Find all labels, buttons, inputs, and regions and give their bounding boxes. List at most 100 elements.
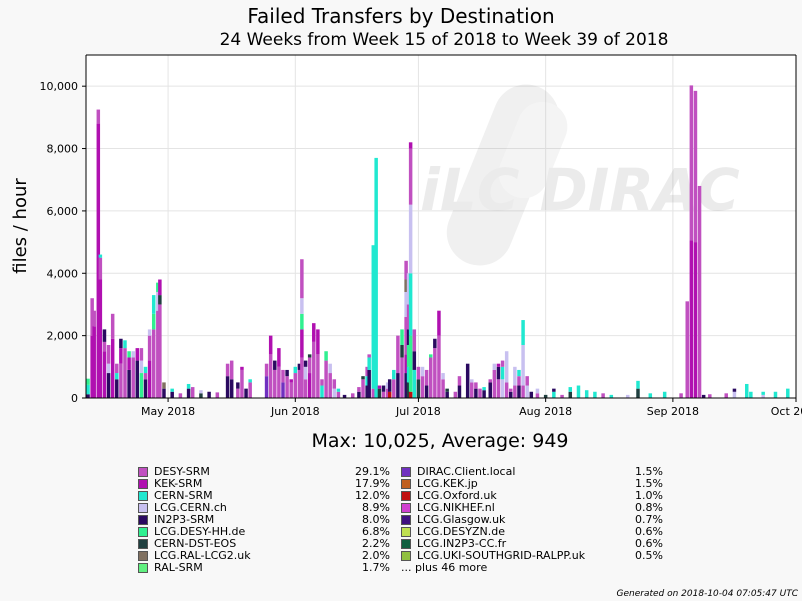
bar-segment <box>277 348 281 367</box>
bar-segment <box>312 341 316 398</box>
bar-segment <box>488 379 492 383</box>
bar-segment <box>492 369 497 398</box>
bar-segment <box>357 391 361 398</box>
bar-segment <box>453 391 458 398</box>
bar-segment <box>396 373 400 398</box>
legend-item: LCG.DESY-HH.de 6.8% <box>138 526 390 538</box>
legend-percent: 1.5% <box>635 465 663 478</box>
bar-segment <box>199 393 203 398</box>
bar-segment <box>312 323 316 342</box>
bar-segment <box>437 310 441 336</box>
bar-segment <box>332 388 337 398</box>
bar-segment <box>156 282 160 292</box>
bar-segment <box>424 369 429 386</box>
bar-segment <box>406 329 411 345</box>
bar-segment <box>457 376 462 386</box>
bar-segment <box>470 382 474 398</box>
bar-segment <box>377 388 382 398</box>
legend-item: LCG.CERN.ch 8.9% <box>138 502 390 514</box>
bar-segment <box>115 373 119 380</box>
bar-segment <box>529 391 534 398</box>
bar-segment <box>371 388 376 398</box>
bar-segment <box>285 369 289 377</box>
bar-segment <box>300 313 304 330</box>
legend-label: LCG.RAL-LCG2.uk <box>154 549 251 562</box>
bar-segment <box>123 340 127 349</box>
bar-segment <box>433 338 437 349</box>
bar-segment <box>336 391 341 398</box>
bar-segment <box>457 385 462 398</box>
bar-segment <box>521 320 525 345</box>
bar-segment <box>170 391 174 398</box>
bar-segment <box>229 379 234 398</box>
bar-segment <box>761 394 765 398</box>
legend-percent: 0.8% <box>635 501 663 514</box>
bar-segment <box>437 335 441 398</box>
bar-segment <box>708 394 712 398</box>
bar-segment <box>482 390 486 398</box>
bar-segment <box>320 379 324 386</box>
bar-segment <box>385 388 390 398</box>
bar-segment <box>127 369 131 398</box>
bar-segment <box>303 360 308 367</box>
y-tick-label: 10,000 <box>40 80 79 93</box>
bar-segment <box>273 369 277 398</box>
bar-segment <box>303 366 308 380</box>
bar-segment <box>281 382 285 398</box>
bar-segment <box>552 391 556 398</box>
bar-segment <box>535 388 540 394</box>
bar-segment <box>685 301 689 398</box>
x-tick-label: Jul 2018 <box>395 405 441 418</box>
legend-label: CERN-DST-EOS <box>154 537 237 550</box>
legend-swatch <box>401 515 411 525</box>
bar-segment <box>300 357 304 398</box>
bar-segment <box>424 385 429 398</box>
bar-segment <box>367 369 371 398</box>
bar-segment <box>357 387 361 392</box>
legend-item: LCG.IN2P3-CC.fr 0.6% <box>401 538 663 550</box>
bar-segment <box>244 388 248 398</box>
bar-segment <box>406 304 411 330</box>
bar-segment <box>408 148 413 205</box>
legend-label: RAL-SRM <box>154 561 203 574</box>
legend-item: LCG.Oxford.uk 1.0% <box>401 490 663 502</box>
bar-segment <box>404 260 408 280</box>
bar-segment <box>552 388 556 392</box>
bar-segment <box>445 391 449 398</box>
bar-segment <box>500 379 505 398</box>
legend-swatch <box>138 527 148 537</box>
bar-segment <box>281 369 285 383</box>
bar-segment <box>387 391 392 398</box>
bar-segment <box>732 391 737 398</box>
bar-segment <box>385 382 390 389</box>
bar-segment <box>110 338 115 398</box>
bar-segment <box>381 391 386 398</box>
bar-segment <box>207 391 211 398</box>
x-tick-label: Sep 2018 <box>647 405 699 418</box>
bar-segment <box>408 391 413 398</box>
bar-segment <box>158 279 162 296</box>
bar-segment <box>186 388 191 398</box>
bar-segment <box>584 390 589 398</box>
legend-swatch <box>138 515 148 525</box>
bar-segment <box>119 348 123 364</box>
bar-segment <box>151 295 156 314</box>
bar-segment <box>106 344 111 364</box>
bar-segment <box>408 142 413 149</box>
legend-swatch <box>401 503 411 513</box>
bar-segment <box>229 360 234 380</box>
bar-segment <box>115 379 119 398</box>
bar-segment <box>127 357 131 370</box>
bar-segment <box>158 295 162 305</box>
legend-more: ... plus 46 more <box>401 562 663 574</box>
bar-segment <box>190 387 195 398</box>
bar-segment <box>773 391 778 398</box>
y-tick-label: 2,000 <box>47 330 79 343</box>
bar-segment <box>248 379 252 383</box>
legend-percent: 17.9% <box>355 477 390 490</box>
bar-segment <box>316 354 320 398</box>
bar-segment <box>98 279 103 398</box>
legend-more-label: ... plus 46 more <box>401 561 488 574</box>
legend-percent: 0.5% <box>635 549 663 562</box>
bar-segment <box>156 310 160 398</box>
